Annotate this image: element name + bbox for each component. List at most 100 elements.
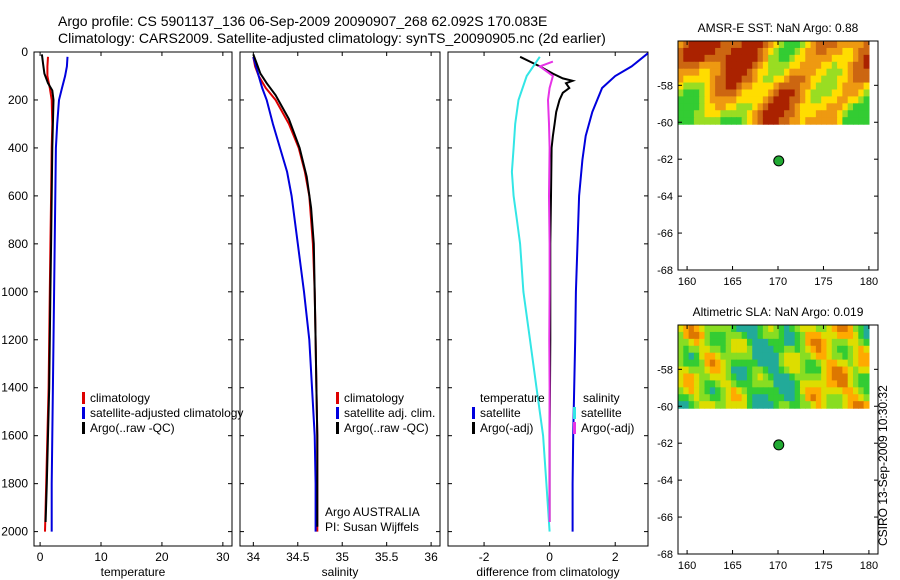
- sst_map-cell: [757, 54, 764, 63]
- sla_map-cell: [858, 359, 865, 368]
- sst_map-cell: [858, 54, 865, 63]
- sst_map-cell: [826, 68, 833, 77]
- sst_map-cell: [789, 61, 796, 70]
- sla_map-cell: [784, 387, 790, 395]
- sst_map-cell: [704, 89, 711, 98]
- sst_map-cell: [746, 103, 753, 111]
- sst_map-cell: [853, 68, 859, 77]
- sla_map-cell: [847, 345, 854, 354]
- sla_map-cell: [842, 345, 849, 354]
- sla_map-cell: [826, 359, 833, 368]
- sla_map-cell: [826, 401, 833, 409]
- sst_map-cell: [847, 96, 854, 104]
- sst_map-cell: [773, 75, 780, 84]
- sst_map-cell: [826, 61, 833, 70]
- sst_map-cell: [688, 110, 695, 118]
- sla_map-cell: [704, 366, 711, 375]
- sst_map-cell: [693, 103, 700, 111]
- sla_map-cell: [752, 387, 759, 395]
- sla_map-cell: [778, 380, 785, 388]
- sla_map-cell: [784, 325, 790, 333]
- sla_map-cell: [858, 325, 865, 333]
- sst_map-cell: [725, 61, 732, 70]
- sst_map-cell: [842, 41, 849, 49]
- sst_map-cell: [752, 96, 759, 104]
- sst_map-cell: [752, 47, 759, 56]
- sst_map-cell: [799, 117, 806, 125]
- sst_map-cell: [853, 47, 859, 56]
- sla_map-cell: [784, 373, 790, 382]
- temperature-series-group: [40, 54, 69, 532]
- sst_map-cell: [688, 96, 695, 104]
- sla_map-cell: [789, 401, 796, 409]
- sst_map-cell: [709, 61, 716, 70]
- sst_map-cell: [821, 117, 828, 125]
- sst_map-cell: [720, 54, 727, 63]
- sla_map-cell: [805, 331, 812, 340]
- sla_map-cell: [784, 401, 790, 409]
- sst_map-cell: [709, 54, 716, 63]
- sst_map-cell: [746, 54, 753, 63]
- sst_map-cell: [688, 75, 695, 84]
- sst_map-cell: [736, 117, 743, 125]
- sla_map-cell: [762, 331, 769, 340]
- sla_map-cell: [805, 373, 812, 382]
- sst_map-cell: [699, 47, 706, 56]
- temperature-legend-entry-label: satellite-adjusted climatology: [90, 406, 243, 420]
- sst_map-cell: [699, 75, 706, 84]
- sla_map-cell: [752, 331, 759, 340]
- sst_map-cell: [842, 117, 849, 125]
- sla_map-cell: [709, 331, 716, 340]
- sst_map-cell: [831, 41, 838, 49]
- temperature-legend-entry-swatch: [82, 422, 85, 434]
- sla_map-cell: [736, 331, 743, 340]
- sst_map-cell: [826, 117, 833, 125]
- sla_map-cell: [773, 338, 780, 347]
- sst_map-cell: [731, 54, 737, 63]
- sst_map-cell: [799, 82, 806, 91]
- sla_map-cell: [752, 366, 759, 375]
- sla_map-cell: [741, 359, 748, 368]
- sla_map-cell: [757, 352, 764, 361]
- difference-legend-entry-swatch: [472, 422, 475, 434]
- sst_map-cell: [831, 103, 838, 111]
- sla_map-cell: [837, 359, 843, 368]
- sla_map-cell: [842, 338, 849, 347]
- sst_map-cell: [853, 75, 859, 84]
- sla_map-cell: [725, 325, 732, 333]
- sla_map-cell: [704, 373, 711, 382]
- sla_map-cell: [720, 352, 727, 361]
- sst_map-cell: [789, 96, 796, 104]
- sst_map-cell: [794, 47, 801, 56]
- sla_map-cell: [736, 380, 743, 388]
- sst_map-cell: [799, 89, 806, 98]
- sst_map-cell: [863, 68, 870, 77]
- sst_map-cell: [762, 41, 769, 49]
- sla_map-cell: [704, 401, 711, 409]
- sla_map-cell: [757, 387, 764, 395]
- sla_map-cell: [863, 387, 870, 395]
- sst_map-cell: [853, 96, 859, 104]
- sst_map-cell: [678, 75, 684, 84]
- sla_map-cell: [853, 325, 859, 333]
- sla_map-cell: [784, 331, 790, 340]
- sla_map-cell: [815, 401, 822, 409]
- sst_map-cell: [789, 41, 796, 49]
- sla_map-cell: [826, 366, 833, 375]
- sla_map-cell: [773, 352, 780, 361]
- sst_map-cell: [789, 47, 796, 56]
- sla_map-cell: [821, 338, 828, 347]
- sst_map-cell: [725, 103, 732, 111]
- sla_map-cell: [799, 359, 806, 368]
- sst_map-cell: [688, 89, 695, 98]
- sla_map-cell: [757, 345, 764, 354]
- sst_map-cell: [725, 117, 732, 125]
- sst_map-cell: [794, 89, 801, 98]
- sst_map-cell: [757, 89, 764, 98]
- sst_map-cell: [847, 75, 854, 84]
- sst_map-cell: [762, 75, 769, 84]
- sst_map-cell: [699, 117, 706, 125]
- sst_map-cell: [757, 75, 764, 84]
- sst_map-cell: [683, 82, 690, 91]
- sla_map-cell: [768, 345, 775, 354]
